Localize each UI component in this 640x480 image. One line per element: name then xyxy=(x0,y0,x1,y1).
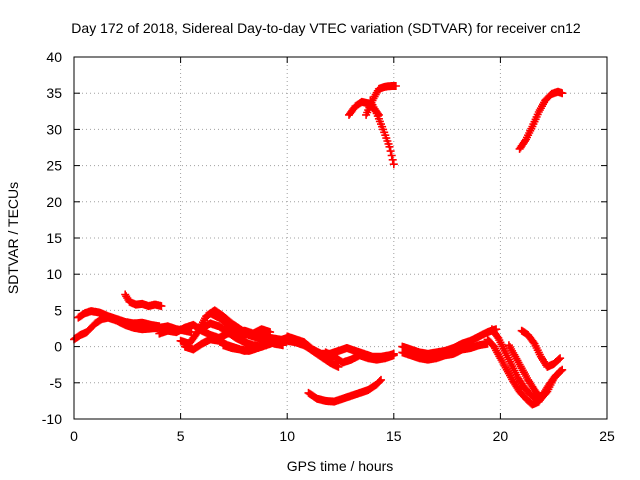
data-points xyxy=(70,82,567,409)
axis-ticks xyxy=(73,56,608,420)
x-tick-label: 20 xyxy=(493,428,509,444)
series-track-p xyxy=(398,325,501,358)
y-tick-label: 40 xyxy=(46,49,62,65)
point-marks xyxy=(321,348,398,367)
point-marks xyxy=(398,325,501,358)
point-marks xyxy=(206,309,275,339)
y-tick-label: 25 xyxy=(46,158,62,174)
series-track-h xyxy=(206,309,275,339)
point-marks xyxy=(219,341,270,355)
x-tick-label: 10 xyxy=(279,428,295,444)
point-marks xyxy=(398,339,492,364)
y-tick-label: 10 xyxy=(46,266,62,282)
series-track-b xyxy=(74,307,164,331)
plot-frame xyxy=(73,56,608,420)
y-axis-label: SDTVAR / TECUs xyxy=(5,182,21,294)
point-marks xyxy=(515,87,567,153)
series-track-c xyxy=(121,290,166,311)
x-tick-label: 25 xyxy=(599,428,615,444)
tick-labels: 0 5 10 15 20 25 -10 -5 0 5 10 15 20 25 30 35 40 xyxy=(42,49,615,444)
x-tick-label: 15 xyxy=(386,428,402,444)
series-track-i xyxy=(219,341,270,355)
point-marks xyxy=(483,335,550,409)
point-marks xyxy=(504,341,565,403)
y-tick-label: 30 xyxy=(46,121,62,137)
y-tick-label: 5 xyxy=(54,302,62,318)
point-marks xyxy=(517,326,565,371)
point-marks xyxy=(366,96,398,169)
y-tick-label: -10 xyxy=(42,411,62,427)
y-tick-label: 35 xyxy=(46,85,62,101)
series-track-l xyxy=(304,375,385,406)
y-tick-label: 20 xyxy=(46,194,62,210)
point-marks xyxy=(304,375,385,406)
chart-title: Day 172 of 2018, Sidereal Day-to-day VTE… xyxy=(71,20,581,36)
series-track-u xyxy=(517,326,565,371)
point-marks xyxy=(121,290,166,311)
series-track-k xyxy=(321,348,398,367)
y-tick-label: -5 xyxy=(50,375,63,391)
x-axis-label: GPS time / hours xyxy=(287,458,394,474)
series-track-q xyxy=(398,339,492,364)
series-track-s xyxy=(483,335,550,409)
series-track-v xyxy=(515,87,567,153)
series-track-t xyxy=(504,341,565,403)
series-track-o xyxy=(366,96,398,169)
x-tick-label: 0 xyxy=(70,428,78,444)
point-marks xyxy=(74,307,164,331)
y-tick-label: 15 xyxy=(46,230,62,246)
y-tick-label: 0 xyxy=(54,339,62,355)
x-tick-label: 5 xyxy=(177,428,185,444)
